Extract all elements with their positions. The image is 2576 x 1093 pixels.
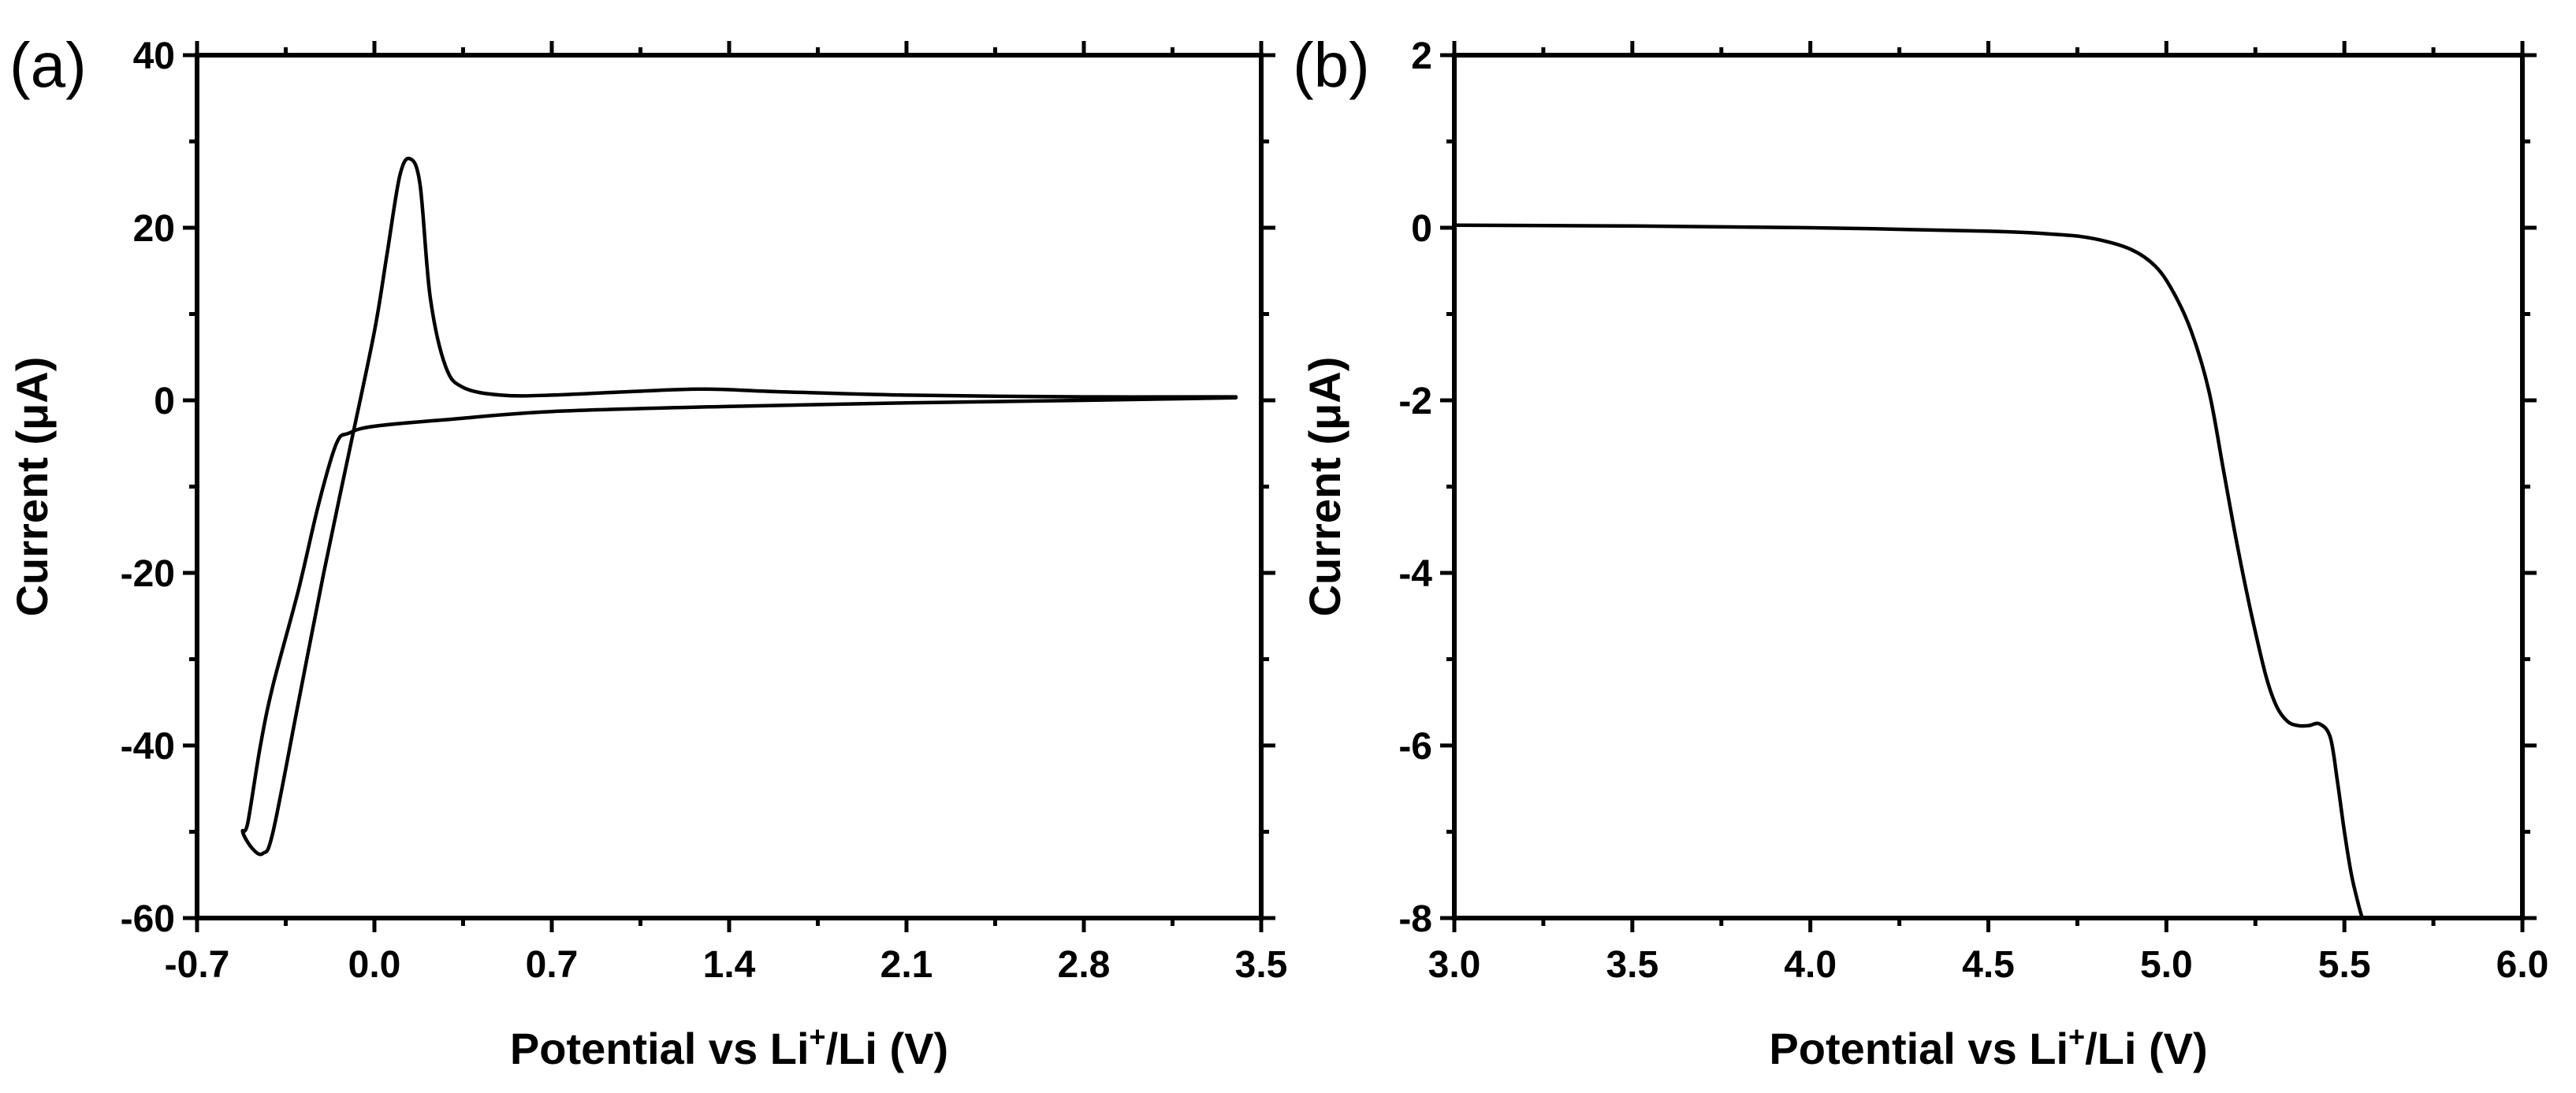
y-axis-title-b: Current (μA) <box>1300 357 1349 617</box>
x-axis-title-a: Potential vs Li+/Li (V) <box>510 1021 948 1073</box>
x-tick-label-a: 3.5 <box>1235 944 1288 986</box>
series-line-b-lsv <box>1452 223 2365 920</box>
y-tick-label-a: 0 <box>154 381 175 422</box>
x-tick-label-b: 5.0 <box>2140 944 2193 986</box>
y-tick-label-a: 40 <box>133 35 175 77</box>
x-tick-label-b: 6.0 <box>2496 944 2549 986</box>
y-tick-label-b: 2 <box>1411 35 1432 77</box>
x-tick-label-b: 3.0 <box>1428 944 1481 986</box>
x-axis-title-sup: + <box>810 1021 826 1053</box>
x-axis-title-suffix: /Li (V) <box>2085 1024 2208 1073</box>
y-tick-label-b: -6 <box>1398 726 1432 768</box>
y-tick-label-b: -2 <box>1398 381 1432 422</box>
x-tick-label-a: 2.8 <box>1058 944 1111 986</box>
y-tick-label-a: -40 <box>121 726 175 768</box>
x-tick-label-b: 4.5 <box>1962 944 2015 986</box>
y-tick-label-a: 20 <box>133 208 175 250</box>
x-tick-label-a: 0.0 <box>348 944 401 986</box>
x-axis-title-sup: + <box>2068 1021 2085 1053</box>
x-tick-label-a: 2.1 <box>880 944 933 986</box>
x-axis-title-prefix: Potential vs Li <box>510 1024 810 1073</box>
y-tick-label-b: -8 <box>1398 898 1432 940</box>
panel-b: 3.0 3.5 4.0 4.5 5.0 5.5 6.0 -8 -6 -4 -2 0 2 (b) Curren… <box>1293 30 2548 1073</box>
x-axis-title-suffix: /Li (V) <box>826 1024 949 1073</box>
y-tick-label-b: -4 <box>1398 553 1432 595</box>
panel-a: -0.7 0.0 0.7 1.4 2.1 2.8 3.5 -60 -40 -20 0 20 40 (a) C… <box>7 30 1287 1073</box>
y-tick-label-b: 0 <box>1411 208 1432 250</box>
y-axis-title-a: Current (μA) <box>7 357 57 617</box>
series-line-a-cv <box>240 156 1238 857</box>
panel-label-a: (a) <box>9 30 87 100</box>
x-tick-label-b: 5.5 <box>2318 944 2371 986</box>
x-axis-title-b: Potential vs Li+/Li (V) <box>1769 1021 2207 1073</box>
x-tick-label-a: 0.7 <box>526 944 579 986</box>
x-axis-title-prefix: Potential vs Li <box>1769 1024 2068 1073</box>
x-tick-label-b: 3.5 <box>1606 944 1658 986</box>
x-tick-label-a: 1.4 <box>703 944 756 986</box>
plot-frame-b <box>1452 53 2525 920</box>
x-tick-label-a: -0.7 <box>165 944 230 986</box>
x-tick-label-b: 4.0 <box>1784 944 1837 986</box>
plot-frame-a <box>195 53 1264 920</box>
y-tick-label-a: -20 <box>121 553 175 595</box>
y-tick-label-a: -60 <box>121 898 175 940</box>
panel-label-b: (b) <box>1293 30 1370 100</box>
